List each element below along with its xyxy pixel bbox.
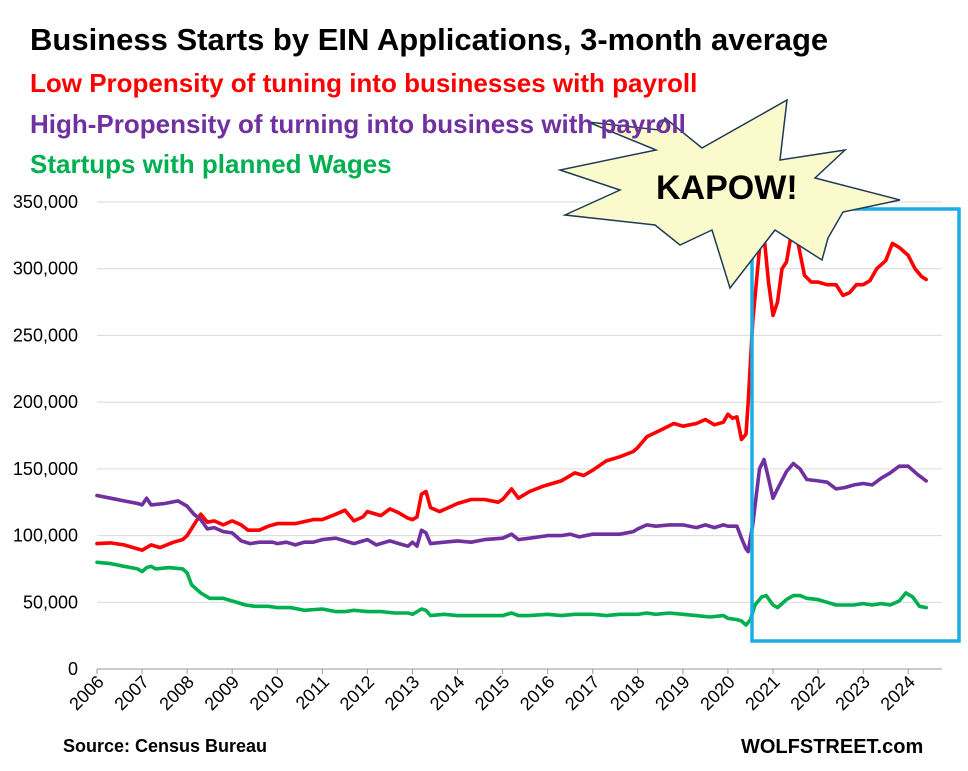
x-tick-label: 2022 (786, 672, 828, 714)
brand-label: WOLFSTREET.com (741, 736, 924, 758)
x-tick-label: 2020 (696, 672, 738, 714)
y-tick-label: 150,000 (13, 459, 78, 479)
x-tick-label: 2024 (877, 672, 919, 714)
y-tick-label: 50,000 (23, 592, 78, 612)
kapow-text: KAPOW! (656, 169, 798, 207)
y-tick-label: 100,000 (13, 526, 78, 546)
series-lines (95, 233, 928, 627)
x-tick-label: 2021 (741, 672, 783, 714)
series-line-low-propensity (95, 233, 928, 552)
x-tick-label: 2023 (832, 672, 874, 714)
x-tick-label: 2010 (246, 672, 288, 714)
y-tick-label: 300,000 (13, 259, 78, 279)
chart-title: Business Starts by EIN Applications, 3-m… (30, 22, 829, 57)
legend-label-planned-wages: Startups with planned Wages (30, 149, 392, 179)
x-tick-label: 2016 (516, 672, 558, 714)
y-tick-label: 200,000 (13, 392, 78, 412)
kapow-starburst (557, 98, 901, 290)
y-axis-ticks: 0 50,000 100,000 150,000 200,000 250,000 300,0… (13, 192, 78, 679)
legend-label-high-propensity: High-Propensity of turning into business… (30, 109, 686, 139)
x-tick-label: 2012 (336, 672, 378, 714)
series-line-planned-wages (95, 560, 928, 627)
source-note: Source: Census Bureau (63, 736, 268, 756)
x-tick-label: 2011 (292, 672, 334, 714)
x-tick-label: 2009 (201, 672, 243, 714)
x-tick-label: 2008 (156, 672, 198, 714)
y-tick-label: 350,000 (13, 192, 78, 212)
x-tick-label: 2019 (651, 672, 693, 714)
series-line-high-propensity (95, 457, 928, 554)
x-tick-label: 2017 (561, 672, 603, 714)
x-tick-label: 2015 (471, 672, 513, 714)
y-tick-label: 0 (68, 659, 78, 679)
legend-label-low-propensity: Low Propensity of tuning into businesses… (30, 68, 698, 98)
x-tick-label: 2018 (606, 672, 648, 714)
y-tick-label: 250,000 (13, 325, 78, 345)
x-tick-label: 2013 (381, 672, 423, 714)
x-tick-label: 2007 (110, 672, 152, 714)
x-tick-label: 2014 (426, 672, 468, 714)
x-axis: 2006 2007 2008 2009 2010 2011 2012 2013 2014 2015… (65, 669, 919, 714)
